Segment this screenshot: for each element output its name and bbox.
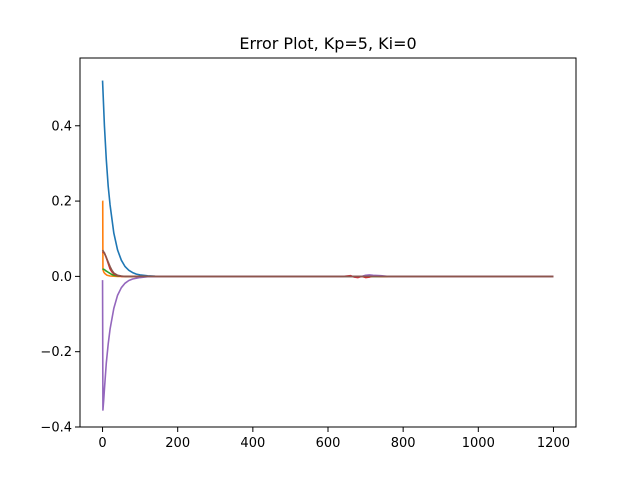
x-tick-label: 400 (240, 436, 265, 451)
y-tick-label: 0.4 (51, 119, 72, 134)
x-tick-label: 200 (165, 436, 190, 451)
y-tick-label: −0.2 (40, 345, 72, 360)
series-layer (101, 80, 554, 411)
x-tick-label: 600 (316, 436, 341, 451)
plot-frame (79, 57, 577, 428)
x-tick-label: 0 (98, 436, 106, 451)
y-tick-label: −0.4 (40, 421, 72, 436)
chart-title: Error Plot, Kp=5, Ki=0 (239, 34, 416, 53)
x-tick-label: 1000 (462, 436, 495, 451)
series-line-6 (101, 249, 554, 278)
axes-layer: 0 200 400 600 800 1000 1200 −0.4 −0.2 0.0 0.2 0.4 (40, 119, 570, 451)
x-tick-label: 800 (391, 436, 416, 451)
y-tick-label: 0.2 (51, 195, 72, 210)
y-tick-label: 0.0 (51, 270, 72, 285)
x-tick-label: 1200 (537, 436, 570, 451)
